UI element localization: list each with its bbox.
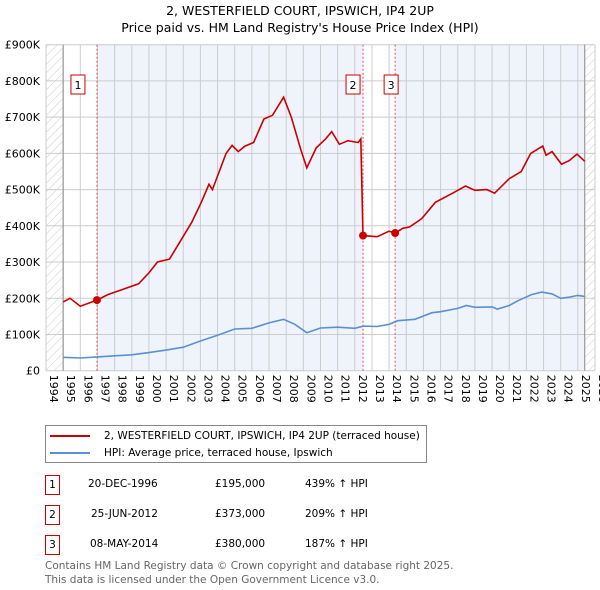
price-chart: 1 2 3 1994 1995 1996 1997 1998 1999 2000 2001 2002 2… bbox=[5, 39, 600, 403]
x-tick-label: 2011 bbox=[339, 375, 352, 403]
y-tick-label: £0 bbox=[26, 365, 40, 378]
x-tick-label: 1998 bbox=[116, 375, 129, 403]
sale-label-box bbox=[383, 74, 399, 95]
x-tick-label: 2009 bbox=[304, 375, 317, 403]
footer-copyright: Contains HM Land Registry data © Crown c… bbox=[45, 560, 454, 572]
sale-point bbox=[92, 296, 101, 305]
x-tick-label: 2005 bbox=[236, 375, 249, 403]
legend-item-hpi: HPI: Average price, terraced house, Ipsw… bbox=[46, 445, 333, 461]
hpi-line bbox=[63, 291, 585, 359]
x-tick-label: 2017 bbox=[442, 375, 455, 403]
chart-subtitle: Price paid vs. HM Land Registry's House … bbox=[121, 20, 479, 35]
ownership-shading bbox=[96, 44, 364, 371]
y-tick-label: £600K bbox=[5, 147, 41, 160]
chart-legend: 2, WESTERFIELD COURT, IPSWICH, IP4 2UP (… bbox=[45, 425, 427, 463]
sale-label: 3 bbox=[388, 79, 395, 92]
sale-label: 2 bbox=[350, 79, 357, 92]
x-tick-label: 2024 bbox=[562, 375, 575, 403]
sale-label-box bbox=[345, 74, 361, 95]
y-tick-label: £700K bbox=[5, 111, 41, 124]
x-tick-label: 2001 bbox=[167, 375, 180, 403]
legend-item-property: 2, WESTERFIELD COURT, IPSWICH, IP4 2UP (… bbox=[46, 428, 420, 444]
y-tick-label: £400K bbox=[5, 220, 41, 233]
sale-hpi-change: 439% ↑ HPI bbox=[305, 478, 368, 490]
hatched-no-data-region bbox=[584, 44, 595, 371]
sale-date: 08-MAY-2014 bbox=[90, 538, 159, 550]
sale-number-badge: 3 bbox=[45, 535, 60, 555]
x-tick-label: 2014 bbox=[390, 375, 403, 403]
sale-point bbox=[359, 231, 368, 240]
x-tick-label: 2019 bbox=[476, 375, 489, 403]
sale-date: 20-DEC-1996 bbox=[88, 478, 158, 490]
x-tick-label: 2023 bbox=[545, 375, 558, 403]
x-tick-label: 2016 bbox=[424, 375, 437, 403]
x-tick-label: 2000 bbox=[150, 375, 163, 403]
legend-label: HPI: Average price, terraced house, Ipsw… bbox=[104, 447, 333, 459]
footer-licence: This data is licensed under the Open Gov… bbox=[45, 574, 380, 586]
x-tick-label: 1994 bbox=[47, 375, 60, 403]
sale-date: 25-JUN-2012 bbox=[91, 508, 158, 520]
x-tick-label: 2015 bbox=[407, 375, 420, 403]
x-tick-label: 2007 bbox=[270, 375, 283, 403]
legend-label: 2, WESTERFIELD COURT, IPSWICH, IP4 2UP (… bbox=[104, 430, 420, 442]
ownership-shading bbox=[395, 44, 585, 371]
x-tick-label: 1997 bbox=[98, 375, 111, 403]
y-tick-label: £900K bbox=[5, 39, 41, 52]
y-tick-label: £300K bbox=[5, 256, 41, 269]
sale-label: 1 bbox=[74, 79, 81, 92]
chart-title: 2, WESTERFIELD COURT, IPSWICH, IP4 2UP bbox=[166, 3, 434, 18]
sale-price: £380,000 bbox=[215, 538, 266, 550]
x-tick-label: 2006 bbox=[253, 375, 266, 403]
x-tick-label: 2012 bbox=[356, 375, 369, 403]
x-tick-label: 2008 bbox=[287, 375, 300, 403]
sale-hpi-change: 187% ↑ HPI bbox=[305, 538, 368, 550]
sale-number-badge: 1 bbox=[45, 475, 60, 495]
x-tick-label: 2013 bbox=[373, 375, 386, 403]
x-tick-label: 2025 bbox=[579, 375, 592, 403]
x-tick-label: 2021 bbox=[510, 375, 523, 403]
red-line-swatch bbox=[50, 435, 90, 437]
x-tick-label: 2004 bbox=[219, 375, 232, 403]
x-tick-label: 2010 bbox=[322, 375, 335, 403]
y-tick-label: £100K bbox=[5, 328, 41, 341]
hatched-no-data-region bbox=[46, 44, 64, 371]
property-price-line bbox=[62, 95, 586, 308]
x-tick-label: 2020 bbox=[493, 375, 506, 403]
sale-number-badge: 2 bbox=[45, 505, 60, 525]
sale-price: £195,000 bbox=[215, 478, 266, 490]
x-tick-label: 2002 bbox=[184, 375, 197, 403]
blue-line-swatch bbox=[50, 452, 90, 454]
sale-label-box bbox=[70, 74, 86, 95]
x-tick-label: 2026 bbox=[596, 375, 600, 403]
x-tick-label: 2022 bbox=[527, 375, 540, 403]
sale-price: £373,000 bbox=[215, 508, 266, 520]
y-tick-label: £800K bbox=[5, 75, 41, 88]
x-tick-label: 2018 bbox=[459, 375, 472, 403]
sale-hpi-change: 209% ↑ HPI bbox=[305, 508, 368, 520]
x-tick-label: 1996 bbox=[81, 375, 94, 403]
sale-point bbox=[391, 229, 400, 238]
x-tick-label: 2003 bbox=[201, 375, 214, 403]
x-tick-label: 1999 bbox=[133, 375, 146, 403]
y-tick-label: £500K bbox=[5, 184, 41, 197]
x-tick-label: 1995 bbox=[64, 375, 77, 403]
y-tick-label: £200K bbox=[5, 292, 41, 305]
